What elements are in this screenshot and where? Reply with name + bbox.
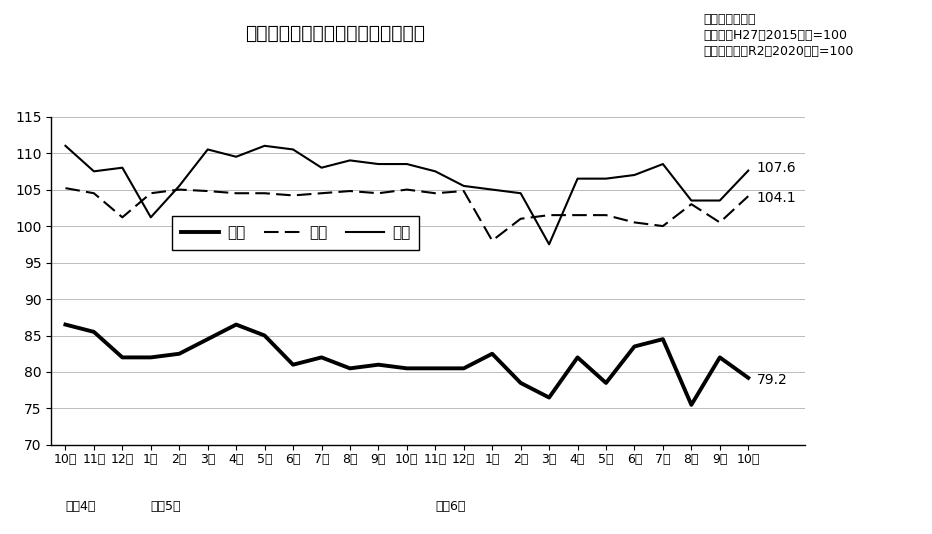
Text: 宮崎県はH27（2015）年=100: 宮崎県はH27（2015）年=100 <box>704 29 848 42</box>
Text: 令和4年: 令和4年 <box>65 500 96 513</box>
Legend: 宮崎, 全国, 九州: 宮崎, 全国, 九州 <box>171 216 419 249</box>
Text: 令和5年: 令和5年 <box>151 500 182 513</box>
Text: 107.6: 107.6 <box>757 161 797 176</box>
Text: 104.1: 104.1 <box>757 191 797 206</box>
Text: 全国、九州はR2（2020）年=100: 全国、九州はR2（2020）年=100 <box>704 45 854 58</box>
Text: 季節調整済指数: 季節調整済指数 <box>704 13 756 26</box>
Text: 79.2: 79.2 <box>757 373 788 387</box>
Text: 令和6年: 令和6年 <box>435 500 466 513</box>
Text: 本県・全国・九州の生産指数の推移: 本県・全国・九州の生産指数の推移 <box>245 24 426 43</box>
